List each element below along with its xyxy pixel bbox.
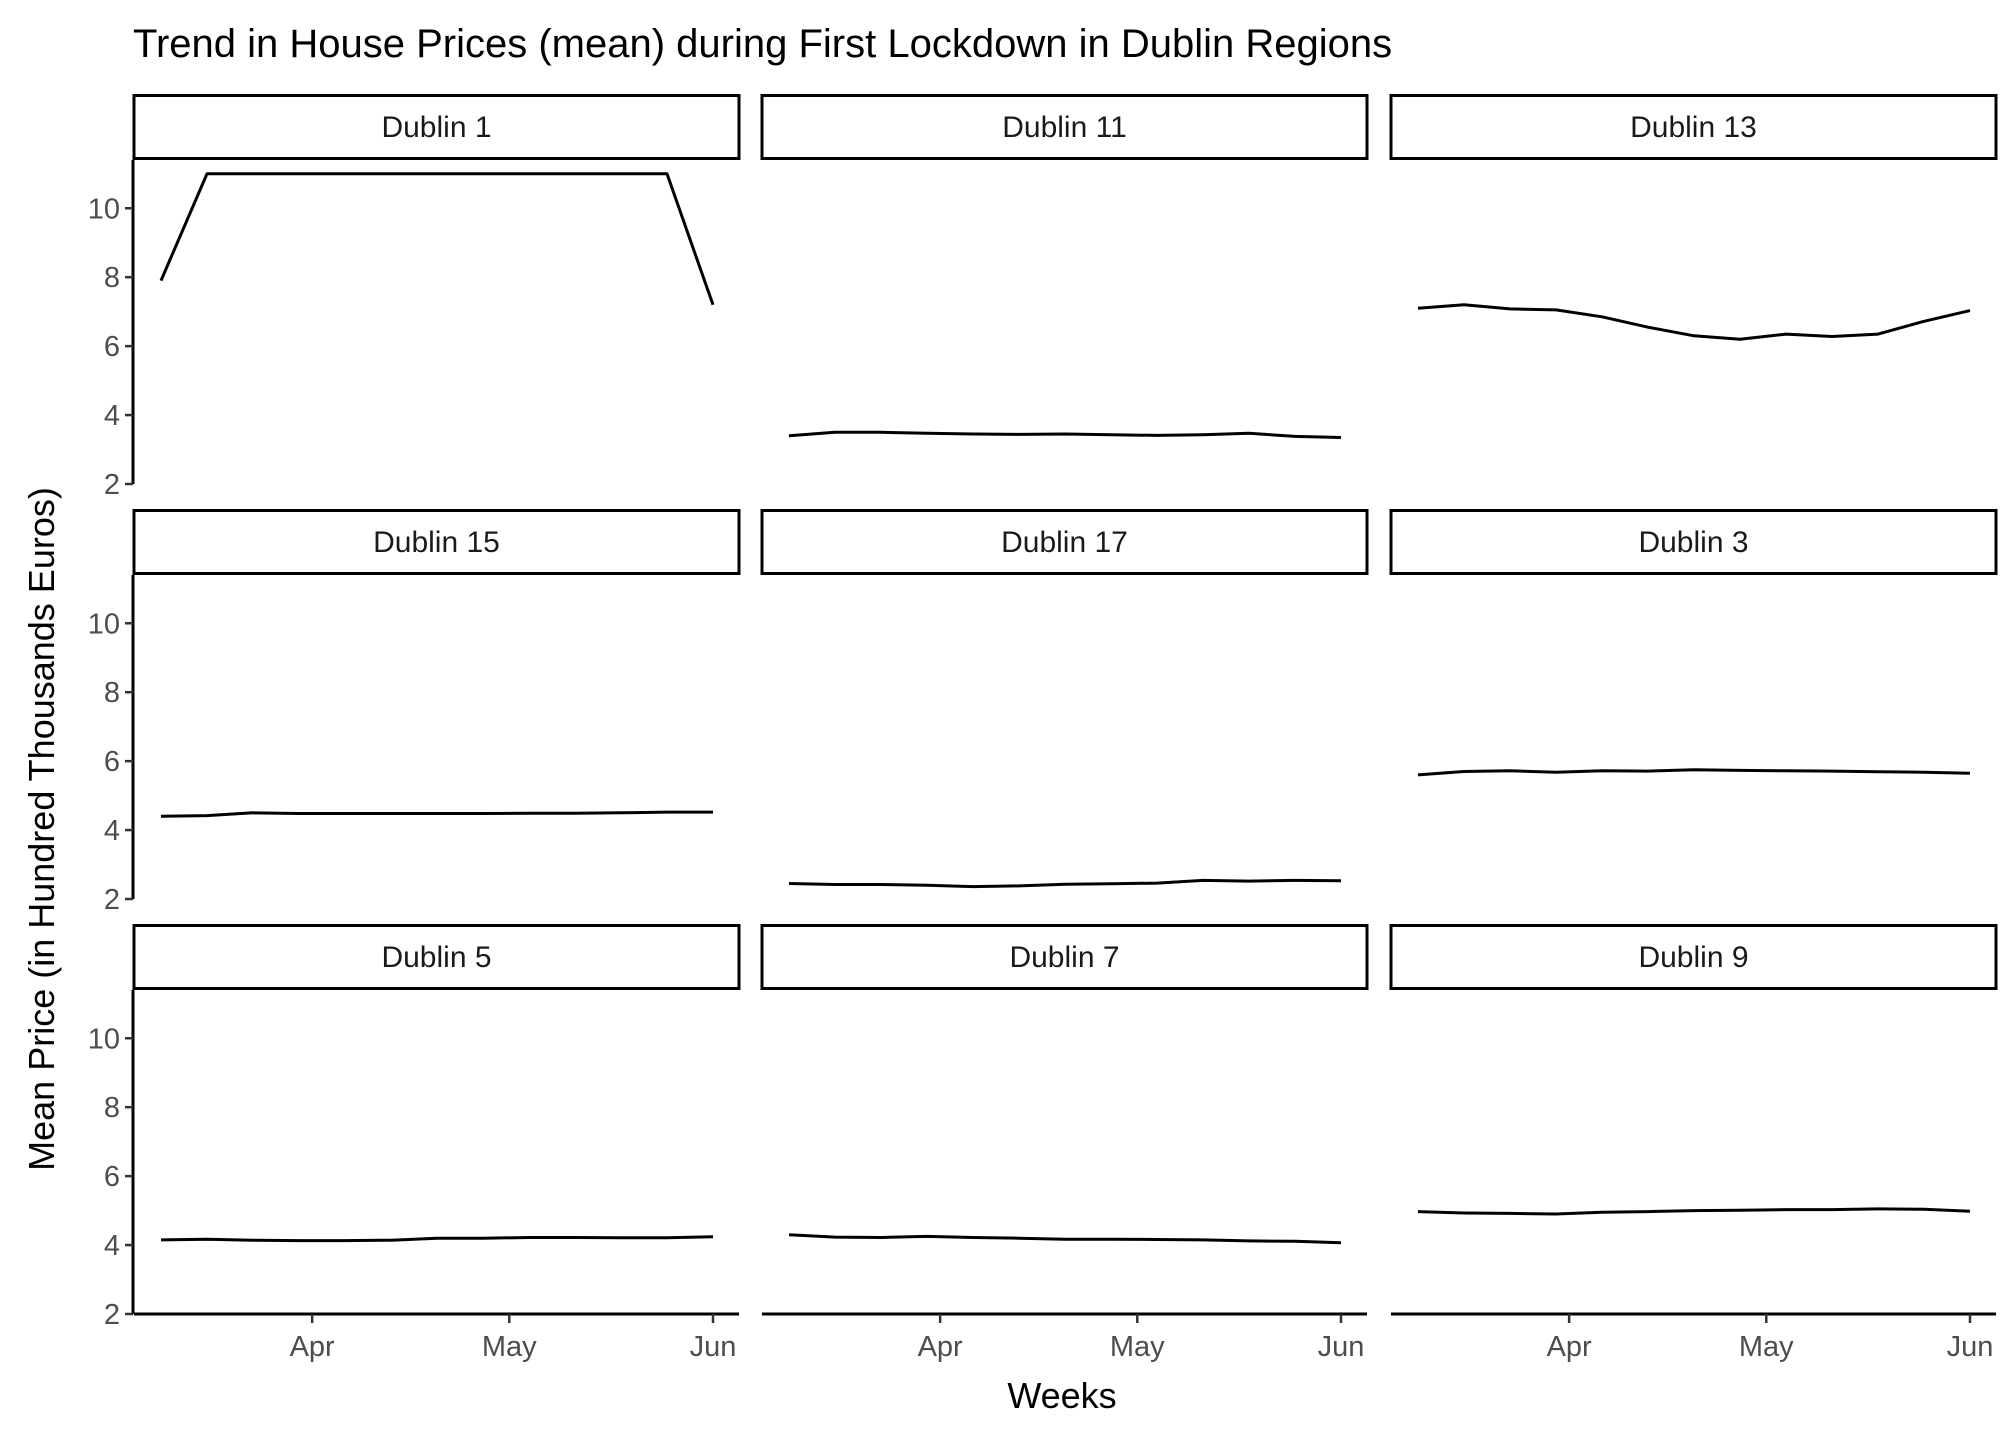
y-tick-label: 8 xyxy=(104,1092,120,1124)
x-tick-label: Apr xyxy=(1547,1331,1592,1363)
facet-strip xyxy=(132,509,741,575)
facet-panel: Dublin 17 xyxy=(760,509,1369,889)
facet-strip-label: Dublin 3 xyxy=(1638,526,1748,559)
facet-panels: Dublin 1 2 4 6 8 10 Dublin 11 Dublin 13 Dublin 1… xyxy=(88,94,1998,1363)
facet-panel: Dublin 15 2 4 6 8 10 xyxy=(88,509,741,916)
series-line xyxy=(1417,303,1971,341)
series-line xyxy=(788,878,1342,889)
x-tick-label: Jun xyxy=(1947,1331,1994,1363)
y-tick-label: 10 xyxy=(88,608,120,640)
series-line xyxy=(788,430,1342,439)
y-tick-label: 6 xyxy=(104,746,120,778)
series-line xyxy=(1417,1207,1971,1216)
x-tick-label: May xyxy=(482,1331,537,1363)
facet-panel: Dublin 3 xyxy=(1389,509,1998,777)
series-line xyxy=(788,1233,1342,1245)
facet-strip xyxy=(760,509,1369,575)
series-line xyxy=(160,1235,714,1243)
facet-strip xyxy=(1389,509,1998,575)
facet-strip xyxy=(760,924,1369,990)
y-tick-label: 4 xyxy=(104,400,120,432)
y-tick-label: 4 xyxy=(104,815,120,847)
x-tick-label: May xyxy=(1110,1331,1165,1363)
facet-strip-label: Dublin 13 xyxy=(1630,111,1757,144)
y-tick-label: 2 xyxy=(104,1299,120,1331)
facet-strip-label: Dublin 9 xyxy=(1638,941,1748,974)
y-tick-label: 10 xyxy=(88,193,120,225)
facet-panel: Dublin 5 2 4 6 8 10 Apr May Jun xyxy=(88,924,741,1363)
series-line xyxy=(159,172,715,306)
facet-strip-label: Dublin 15 xyxy=(373,526,500,559)
y-tick-label: 2 xyxy=(104,884,120,916)
facet-strip xyxy=(760,94,1369,160)
facet-panel: Dublin 1 2 4 6 8 10 xyxy=(88,94,741,501)
x-tick-label: Apr xyxy=(918,1331,963,1363)
facet-strip xyxy=(1389,924,1998,990)
y-tick-label: 2 xyxy=(104,469,120,501)
facet-strip-label: Dublin 17 xyxy=(1001,526,1128,559)
x-tick-label: Apr xyxy=(290,1331,335,1363)
facet-strip-label: Dublin 1 xyxy=(381,111,491,144)
facet-strip xyxy=(132,94,741,160)
facet-strip-label: Dublin 5 xyxy=(381,941,491,974)
x-tick-label: May xyxy=(1739,1331,1794,1363)
x-axis-title: Weeks xyxy=(1007,1375,1116,1416)
facet-strip xyxy=(132,924,741,990)
x-tick-label: Jun xyxy=(690,1331,737,1363)
y-tick-label: 8 xyxy=(104,262,120,294)
facet-panel: Dublin 13 xyxy=(1389,94,1998,341)
chart-title: Trend in House Prices (mean) during Firs… xyxy=(133,22,1392,66)
series-line xyxy=(160,810,713,818)
facet-strip-label: Dublin 7 xyxy=(1009,941,1119,974)
facet-panel: Dublin 11 xyxy=(760,94,1369,439)
facet-panel: Dublin 7 Apr May Jun xyxy=(760,924,1369,1363)
facet-strip-label: Dublin 11 xyxy=(1002,111,1127,144)
facet-panel: Dublin 9 Apr May Jun xyxy=(1389,924,1998,1363)
facet-strip xyxy=(1389,94,1998,160)
y-axis-title: Mean Price (in Hundred Thousands Euros) xyxy=(21,487,62,1171)
y-tick-label: 10 xyxy=(88,1023,120,1055)
y-tick-label: 4 xyxy=(104,1230,120,1262)
y-tick-label: 6 xyxy=(104,1161,120,1193)
y-tick-label: 8 xyxy=(104,677,120,709)
x-tick-label: Jun xyxy=(1318,1331,1365,1363)
series-line xyxy=(1417,768,1971,777)
y-tick-label: 6 xyxy=(104,331,120,363)
